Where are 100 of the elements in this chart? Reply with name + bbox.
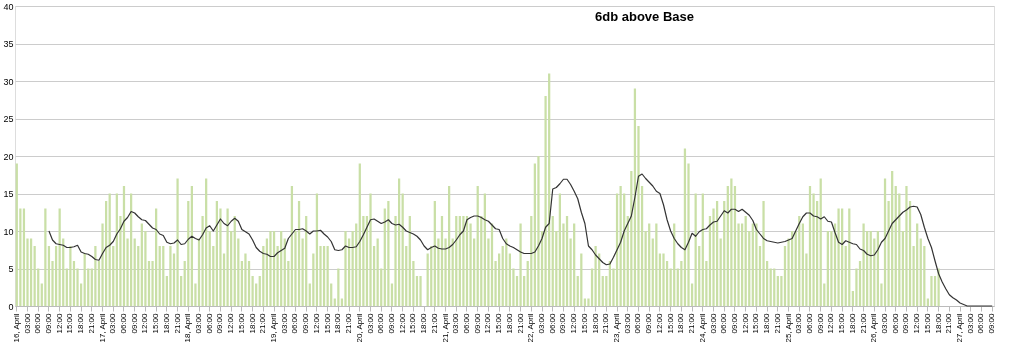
x-tick-label: 20, April: [354, 313, 364, 343]
x-tick-label: 15:00: [151, 312, 161, 334]
bar: [730, 178, 733, 306]
x-tick-label: 12:00: [397, 312, 407, 334]
x-tick-label: 15:00: [236, 312, 246, 334]
bar: [762, 201, 765, 306]
x-tick-label: 06:00: [118, 312, 128, 334]
x-tick-label: 03:00: [622, 312, 632, 334]
x-tick-label: 03:00: [537, 312, 547, 334]
bar: [419, 276, 422, 306]
x-tick-label: 18:00: [933, 312, 943, 334]
x-tick-label: 21:00: [86, 312, 96, 334]
x-tick-label: 12:00: [140, 312, 150, 334]
bar: [94, 246, 97, 306]
x-tick-label: 12:00: [226, 312, 236, 334]
x-tick-label: 09:00: [301, 312, 311, 334]
x-tick-label: 18:00: [847, 312, 857, 334]
x-tick-label: 24, April: [697, 313, 707, 343]
x-tick-label: 06:00: [976, 312, 986, 334]
x-tick-label: 03:00: [965, 312, 975, 334]
x-tick-label: 18:00: [676, 312, 686, 334]
bar: [862, 223, 865, 306]
x-tick-label: 21:00: [258, 312, 268, 334]
x-tick-label: 21:00: [687, 312, 697, 334]
y-tick-label: 20: [3, 151, 14, 162]
bar: [462, 216, 465, 306]
x-tick-label: 15:00: [922, 312, 932, 334]
x-tick-label: 15:00: [322, 312, 332, 334]
x-tick-label: 15:00: [65, 312, 75, 334]
x-tick-label: 26, April: [869, 313, 879, 343]
x-tick-label: 21:00: [858, 312, 868, 334]
x-tick-label: 21, April: [440, 313, 450, 343]
x-tick-label: 18:00: [590, 312, 600, 334]
x-tick-label: 17, April: [97, 313, 107, 343]
x-tick-label: 12:00: [54, 312, 64, 334]
x-tick-label: 06:00: [719, 312, 729, 334]
x-tick-label: 03:00: [365, 312, 375, 334]
bar: [519, 223, 522, 306]
x-tick-label: 21:00: [172, 312, 182, 334]
x-tick-label: 25, April: [783, 313, 793, 343]
x-tick-label: 12:00: [654, 312, 664, 334]
x-tick-label: 03:00: [794, 312, 804, 334]
x-tick-label: 06:00: [890, 312, 900, 334]
bar: [837, 208, 840, 306]
x-tick-label: 06:00: [33, 312, 43, 334]
x-tick-label: 22, April: [526, 313, 536, 343]
x-tick-label: 09:00: [815, 312, 825, 334]
bar: [176, 178, 179, 306]
x-tick-label: 12:00: [912, 312, 922, 334]
x-tick-label: 18:00: [333, 312, 343, 334]
bar: [755, 223, 758, 306]
x-tick-label: 21:00: [944, 312, 954, 334]
x-tick-label: 12:00: [826, 312, 836, 334]
bar: [269, 231, 272, 306]
x-tick-label: 12:00: [311, 312, 321, 334]
x-tick-label: 23, April: [612, 313, 622, 343]
x-tick-label: 18, April: [183, 313, 193, 343]
x-tick-label: 12:00: [569, 312, 579, 334]
x-tick-label: 06:00: [547, 312, 557, 334]
x-tick-label: 09:00: [987, 312, 997, 334]
line-series: [48, 173, 993, 307]
bar: [937, 268, 940, 306]
x-tick-label: 21:00: [344, 312, 354, 334]
x-tick-label: 03:00: [108, 312, 118, 334]
x-tick-label: 06:00: [804, 312, 814, 334]
bar: [69, 246, 72, 306]
y-tick-label: 10: [3, 226, 14, 237]
bar: [226, 208, 229, 306]
x-tick-label: 06:00: [204, 312, 214, 334]
bar: [537, 156, 540, 306]
x-tick-label: 18:00: [419, 312, 429, 334]
y-tick-label: 40: [3, 1, 14, 12]
x-tick-label: 19, April: [269, 313, 279, 343]
x-tick-label: 21:00: [772, 312, 782, 334]
x-tick-label: 15:00: [665, 312, 675, 334]
y-tick-label: 25: [3, 114, 14, 124]
x-tick-label: 06:00: [290, 312, 300, 334]
bar: [387, 201, 390, 306]
x-tick-label: 03:00: [451, 312, 461, 334]
y-tick-label: 15: [3, 189, 14, 199]
x-tick-label: 27, April: [955, 313, 965, 343]
x-tick-label: 03:00: [22, 312, 32, 334]
x-tick-label: 15:00: [837, 312, 847, 334]
x-tick-label: 18:00: [76, 312, 86, 334]
x-tick-label: 09:00: [129, 312, 139, 334]
x-tick-label: 15:00: [579, 312, 589, 334]
x-tick-label: 06:00: [461, 312, 471, 334]
x-tick-label: 09:00: [644, 312, 654, 334]
x-tick-label: 21:00: [515, 312, 525, 334]
x-tick-label: 18:00: [247, 312, 257, 334]
x-tick-label: 09:00: [901, 312, 911, 334]
bar: [244, 253, 247, 306]
x-tick-label: 12:00: [740, 312, 750, 334]
x-tick-label: 09:00: [729, 312, 739, 334]
x-tick-label: 03:00: [194, 312, 204, 334]
x-tick-label: 09:00: [215, 312, 225, 334]
y-tick-label: 5: [8, 264, 14, 274]
x-tick-label: 18:00: [762, 312, 772, 334]
x-tick-label: 06:00: [376, 312, 386, 334]
x-tick-label: 21:00: [601, 312, 611, 334]
